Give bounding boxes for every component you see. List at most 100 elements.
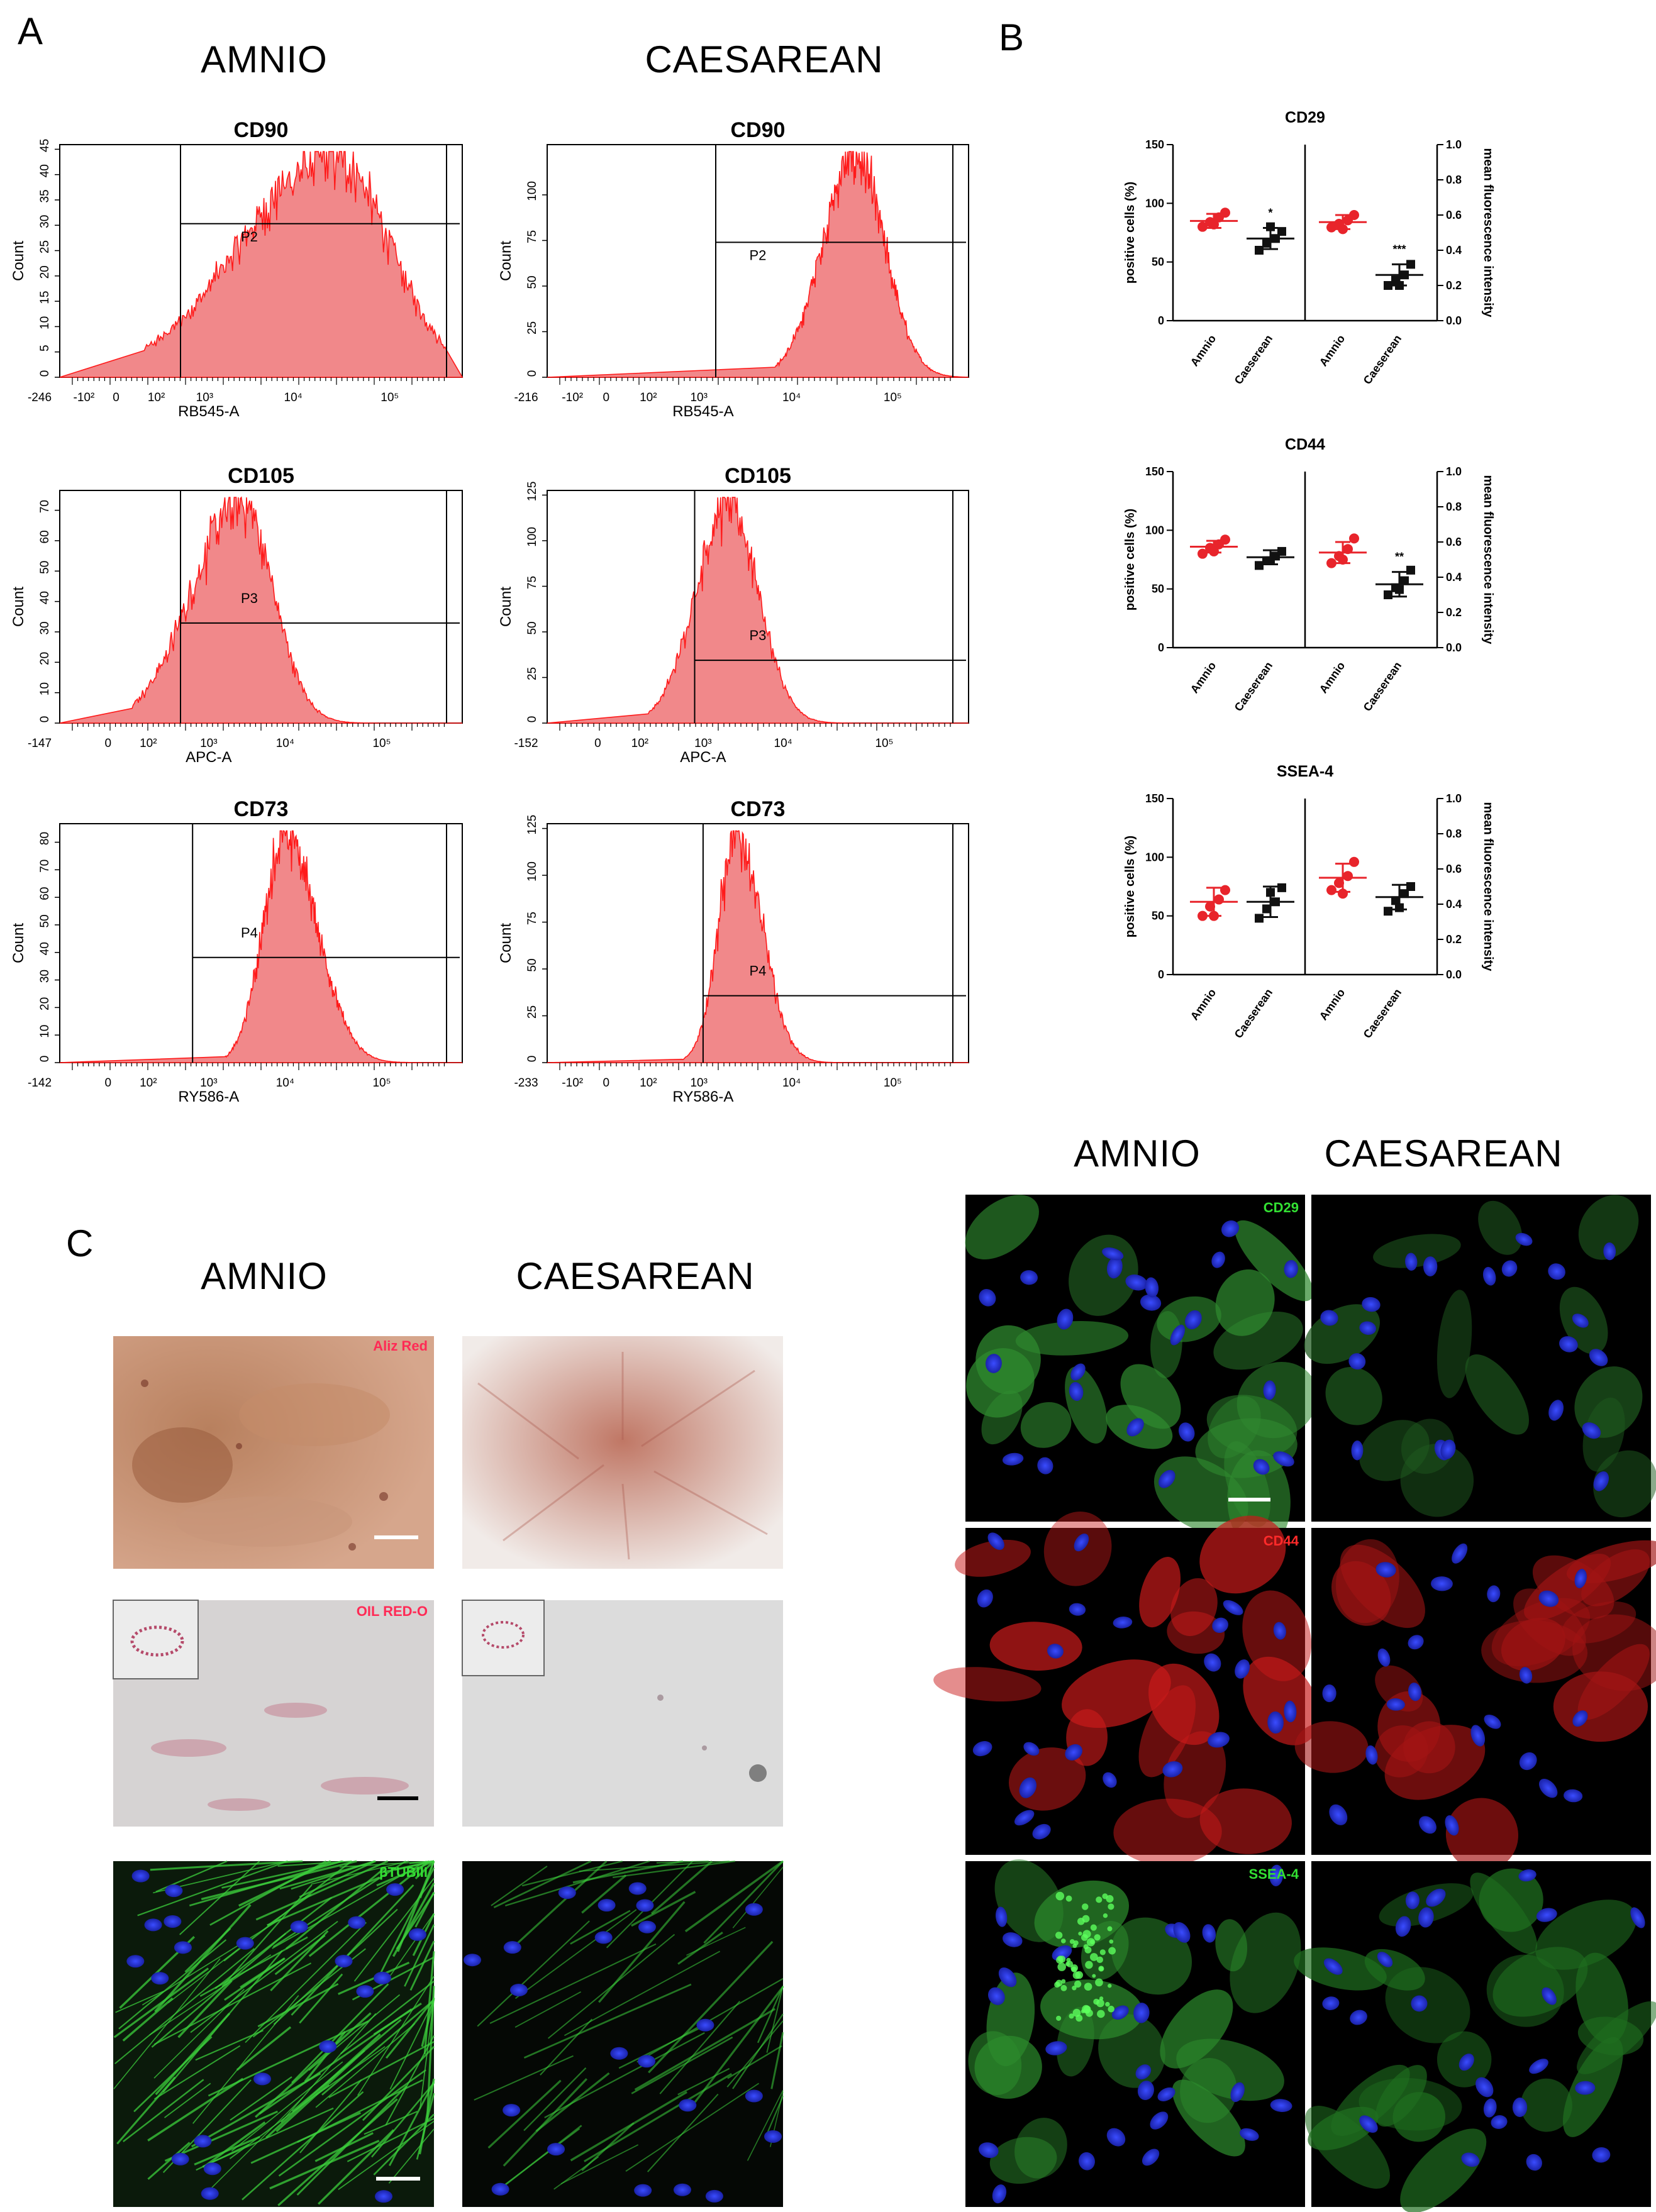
ssea4-bright-spot: [1084, 2008, 1090, 2014]
fiber: [423, 1951, 435, 2055]
fiber: [277, 2098, 398, 2206]
fiber: [684, 1860, 784, 1933]
ssea4-bright-spot: [1070, 1964, 1078, 1972]
fiber: [388, 1913, 435, 1979]
cell-body: [1578, 1195, 1639, 1260]
nucleus: [1515, 1232, 1533, 1246]
group-amnio-left: Amnio: [1188, 207, 1238, 368]
nucleus: [1074, 1533, 1089, 1552]
data-point: [1349, 210, 1359, 220]
nucleus: [1212, 1617, 1228, 1634]
histogram-distribution: [59, 496, 462, 724]
nucleus: [1159, 1469, 1175, 1488]
x-tick-label: 0: [594, 737, 601, 750]
fiber: [686, 1927, 746, 1956]
nucleus: [1178, 1422, 1195, 1442]
nucleus: [1106, 2128, 1126, 2147]
y-right-tick-label: 0.8: [1446, 174, 1462, 186]
cell-body: [989, 1622, 1082, 1671]
y-axis-label: Count: [10, 923, 27, 963]
fiber: [618, 2023, 708, 2069]
y-tick-label: 30: [38, 621, 52, 634]
nucleus: [995, 1906, 1008, 1927]
fiber: [328, 2041, 435, 2098]
histogram-cd90-amnio: CD90 P2 0 5 10 15 20 25 30 35 40 45 Count -246 -10² 0 10…: [10, 118, 464, 420]
fiber: [177, 1979, 233, 2038]
fiber: [153, 1988, 245, 2079]
nucleus: [1069, 1381, 1084, 1402]
fiber: [364, 2111, 418, 2135]
fiber: [308, 1860, 430, 1957]
cell-body: [1243, 1656, 1320, 1745]
fiber: [279, 1860, 376, 1890]
cell-body: [1138, 1685, 1196, 1778]
fiber: [732, 1866, 784, 1928]
data-point: [1214, 894, 1224, 905]
data-point: [1277, 883, 1286, 892]
fiber: [570, 2091, 687, 2162]
y-tick-label: 45: [38, 139, 52, 152]
fiber: [122, 1997, 174, 2042]
y-tick-label: 10: [38, 682, 52, 695]
ssea4-bright-spot: [1081, 1933, 1088, 1941]
x-axis-label: APC-A: [680, 749, 726, 766]
panel-a: A AMNIO CAESAREAN CD90 P2 0 5 10 15 20 25 30 35 40…: [10, 10, 969, 1105]
nucleus: [987, 1987, 1005, 2005]
ssea4-bright-spot: [1097, 2010, 1105, 2018]
y-right-tick-label: 0.6: [1446, 536, 1462, 548]
nucleus: [491, 2182, 509, 2196]
x-tick-label: 10³: [196, 391, 213, 404]
cell-body: [1180, 2058, 1237, 2123]
fiber: [123, 2079, 204, 2143]
fiber: [154, 1904, 252, 2013]
y-right-tick-label: 0.4: [1446, 244, 1462, 257]
data-point: [1384, 590, 1392, 599]
fiber: [514, 1909, 637, 1999]
fiber: [278, 2069, 426, 2177]
nucleus: [1519, 1752, 1537, 1771]
cell-body: [1236, 1361, 1318, 1439]
nucleus: [1211, 1251, 1225, 1268]
cell-body: [1392, 2092, 1445, 2142]
ssea4-bright-spot: [1096, 1896, 1103, 1903]
ssea4-bright-spot: [1108, 1947, 1116, 1955]
nucleus: [1538, 1778, 1558, 1798]
nucleus: [1270, 2099, 1292, 2112]
panel-c-header-amnio: AMNIO: [201, 1255, 328, 1297]
nucleus: [1564, 1789, 1583, 1803]
fiber: [267, 1894, 312, 1926]
nucleus: [194, 2135, 212, 2148]
panel-a-letter: A: [18, 10, 43, 52]
x-tick-label: 0: [105, 1076, 112, 1090]
y-left-tick-label: 50: [1152, 910, 1164, 922]
nucleus: [679, 2099, 697, 2112]
nucleus: [1603, 1242, 1616, 1261]
y-tick-label: 30: [38, 970, 52, 983]
nucleus: [1559, 1336, 1578, 1352]
data-point: [1262, 238, 1271, 248]
panel-b: B CD29 0 50 100 150 0.0 0.2 0.4 0.6 0.8 1.0 positiv…: [999, 16, 1495, 1041]
fiber: [321, 1999, 435, 2096]
x-tick-label: -216: [514, 391, 538, 404]
data-point: [1395, 903, 1404, 912]
ssea4-bright-spot: [1072, 1944, 1077, 1949]
ssea4-bright-spot: [1108, 1984, 1112, 1988]
fiber: [404, 1924, 435, 1987]
y-right-tick-label: 0.4: [1446, 571, 1462, 583]
nucleus: [1419, 1816, 1436, 1834]
fiber: [115, 1991, 164, 2013]
nucleus: [236, 1937, 254, 1950]
ssea4-bright-spot: [1072, 1985, 1077, 1991]
nucleus: [1145, 1277, 1159, 1298]
nucleus: [1572, 1313, 1589, 1328]
cell-body: [1373, 1234, 1461, 1268]
data-point: [1220, 885, 1230, 895]
fiber: [272, 1861, 427, 1949]
y-tick-label: 40: [38, 591, 52, 604]
nucleus: [1150, 2111, 1169, 2130]
ssea4-bright-spot: [1055, 1891, 1065, 1901]
fiber: [147, 2077, 244, 2142]
y-tick-label: 35: [38, 189, 52, 202]
ssea4-bright-spot: [1092, 1974, 1096, 1978]
x-tick-label: 10³: [200, 1076, 217, 1090]
